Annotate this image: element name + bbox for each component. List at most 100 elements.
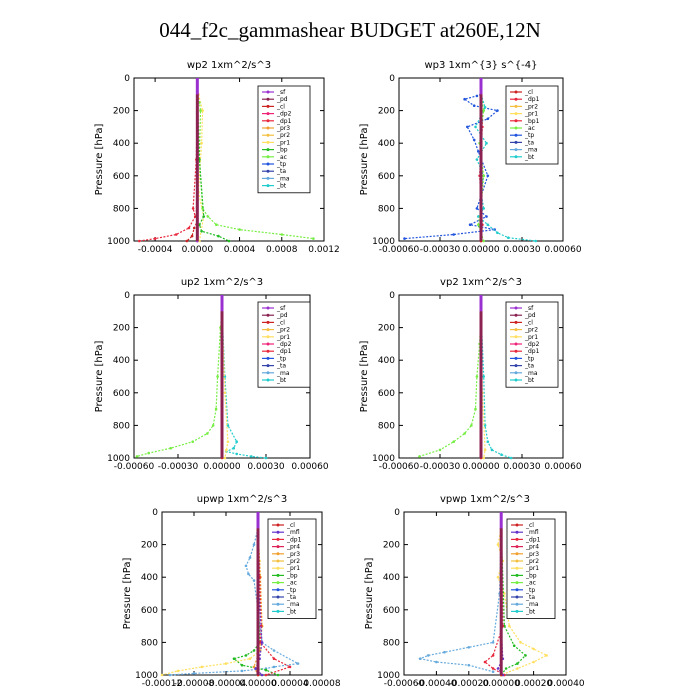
plot-frame — [403, 511, 567, 676]
x-tick-label: -0.00020 — [449, 679, 490, 689]
legend-entry: _pd — [524, 312, 536, 319]
series-point — [534, 239, 537, 243]
series-point — [312, 237, 315, 240]
legend-marker — [515, 552, 519, 556]
series-line — [186, 94, 198, 242]
panel-title: upwp 1xm^2/s^3 — [197, 494, 287, 505]
y-tick-label: 600 — [113, 172, 130, 182]
series-point — [235, 440, 238, 444]
y-tick-label: 400 — [383, 573, 400, 583]
y-tick-label: 200 — [141, 541, 158, 551]
series-point — [435, 660, 438, 664]
y-tick-label: 600 — [383, 606, 400, 616]
series-point — [200, 141, 203, 145]
series-point — [463, 432, 466, 435]
series-point — [169, 446, 172, 450]
y-tick-label: 400 — [113, 139, 130, 149]
y-tick-label: 800 — [378, 204, 395, 214]
legend-entry: _ac — [525, 580, 536, 587]
series-point — [532, 647, 535, 651]
series-point — [482, 174, 486, 178]
legend-marker — [515, 595, 519, 599]
y-tick-label: 800 — [113, 421, 130, 431]
legend-marker — [515, 559, 519, 563]
legend-marker — [266, 306, 270, 310]
series-point — [482, 239, 486, 243]
series-point — [264, 668, 268, 672]
legend-marker — [514, 119, 518, 123]
legend-marker — [514, 133, 518, 137]
series-point — [443, 650, 446, 654]
series-point — [482, 207, 486, 210]
legend-entry: _bt — [276, 183, 287, 190]
series-point — [490, 448, 494, 452]
series-point — [192, 672, 196, 675]
legend-entry: _ma — [524, 370, 538, 377]
series-point — [272, 649, 276, 652]
series-point — [427, 654, 430, 657]
legend-marker — [514, 313, 518, 317]
legend-entry: _dp1 — [525, 536, 541, 543]
legend-entry: _pr3 — [525, 551, 539, 558]
figure-title: 044_f2c_gammashear BUDGET at260E,12N — [159, 18, 541, 42]
legend-entry: _mfl — [525, 529, 539, 536]
panel-1: wp2 1xm^2/s^3 Pressure [hPa] 0 200 400 600 800… — [94, 60, 340, 255]
legend-entry: _pr1 — [276, 334, 290, 341]
legend-marker — [514, 356, 518, 360]
legend-marker — [276, 609, 280, 613]
x-tick-label: -0.00060 — [114, 462, 155, 472]
series-point — [472, 138, 476, 142]
legend-entry: _pr4 — [286, 544, 300, 551]
legend-marker — [514, 328, 518, 332]
series-point — [138, 239, 141, 243]
plot-frame — [161, 511, 323, 676]
legend-entry: _tp — [276, 355, 286, 362]
legend-marker — [276, 559, 280, 563]
panel-6: vpwp 1xm^2/s^3 Pressure [hPa] 0 200 400 600 80… — [364, 494, 585, 689]
y-tick-label: 400 — [378, 139, 395, 149]
series-point — [254, 667, 257, 670]
legend-marker — [276, 581, 280, 585]
y-tick-label: 1000 — [377, 671, 400, 681]
x-tick-label: 0.0008 — [266, 245, 298, 255]
y-tick-label: 200 — [113, 324, 130, 334]
series-point — [532, 660, 535, 664]
legend-entry: _ma — [276, 370, 290, 377]
legend-entry: _bp — [276, 147, 288, 154]
x-tick-label: 0.00000 — [462, 462, 499, 472]
legend-marker — [266, 119, 270, 123]
legend: _cl_mfl_dp1_pr4_pr3_pr2_pr1_bp_ac_tp_ta_… — [506, 518, 556, 619]
series-point — [232, 446, 235, 450]
legend-entry: _pr1 — [524, 334, 538, 341]
series-point — [545, 654, 548, 657]
legend-marker — [276, 602, 280, 606]
legend: _sf_pd_cl_dp2_dp1_pr3_pr2_pr1_bp_ac_tp_t… — [257, 85, 311, 194]
series-point — [491, 667, 495, 670]
legend-marker — [266, 162, 270, 166]
x-tick-label: -0.00040 — [416, 679, 457, 689]
legend-entry: _ta — [524, 139, 534, 146]
legend-entry: _bp — [525, 572, 537, 579]
series-point — [496, 109, 499, 112]
series-point — [214, 407, 218, 411]
legend-marker — [266, 133, 270, 137]
legend-entry: _ma — [525, 601, 539, 608]
legend: _cl_mfl_dp1_pr4_pr3_pr2_pr1_bp_ac_tp_ta_… — [267, 518, 317, 619]
y-tick-label: 200 — [113, 107, 130, 117]
panel-title: wp3 1xm^{3} s^{-4} — [424, 60, 537, 71]
legend-entry: _cl — [276, 103, 285, 110]
series-point — [475, 207, 479, 210]
x-tick-label: 0.00004 — [271, 679, 308, 689]
series-point — [227, 239, 231, 243]
legend-marker — [514, 364, 518, 368]
legend-entry: _pr1 — [286, 565, 300, 572]
legend-marker — [514, 155, 518, 159]
series-point — [153, 237, 157, 240]
legend-marker — [266, 320, 270, 324]
legend-marker — [266, 342, 270, 346]
y-tick-label: 200 — [378, 107, 395, 117]
series-point — [500, 453, 503, 457]
series-line — [197, 94, 205, 242]
series-point — [507, 236, 510, 239]
series-point — [238, 228, 241, 231]
